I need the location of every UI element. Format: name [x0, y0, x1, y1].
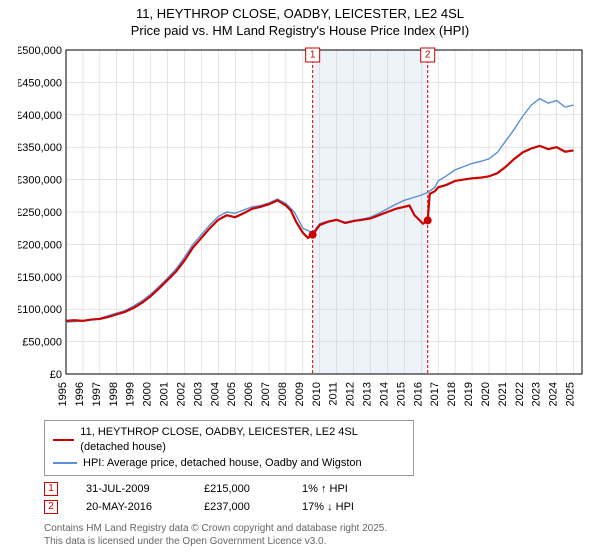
svg-text:2: 2 — [425, 49, 431, 60]
svg-text:2018: 2018 — [446, 382, 458, 406]
svg-text:1996: 1996 — [74, 382, 86, 406]
svg-text:1: 1 — [310, 49, 316, 60]
svg-text:2011: 2011 — [328, 382, 340, 406]
svg-text:£150,000: £150,000 — [18, 272, 62, 284]
svg-text:2012: 2012 — [345, 382, 357, 406]
svg-text:2016: 2016 — [412, 382, 424, 406]
footer: Contains HM Land Registry data © Crown c… — [44, 522, 592, 548]
svg-text:2023: 2023 — [531, 382, 543, 406]
svg-text:£200,000: £200,000 — [18, 239, 62, 251]
plot-area: £0 £50,000 £100,000 £150,000 £200,000 £250,00… — [18, 44, 590, 414]
svg-text:2002: 2002 — [175, 382, 187, 406]
svg-text:2005: 2005 — [226, 382, 238, 406]
svg-text:2025: 2025 — [565, 382, 577, 406]
svg-text:1999: 1999 — [125, 382, 137, 406]
svg-text:2024: 2024 — [548, 382, 560, 406]
svg-text:2000: 2000 — [142, 382, 154, 406]
footer-line: Contains HM Land Registry data © Crown c… — [44, 522, 592, 535]
annotation-marker: 1 — [44, 482, 58, 496]
chart-title: 11, HEYTHROP CLOSE, OADBY, LEICESTER, LE… — [8, 6, 592, 23]
footer-line: This data is licensed under the Open Gov… — [44, 535, 592, 548]
svg-text:£100,000: £100,000 — [18, 304, 62, 316]
svg-text:1997: 1997 — [91, 382, 103, 406]
annotation-date: 31-JUL-2009 — [86, 483, 176, 495]
svg-text:2017: 2017 — [429, 382, 441, 406]
svg-text:£0: £0 — [50, 369, 62, 381]
svg-text:2003: 2003 — [192, 382, 204, 406]
annotation-row: 2 20-MAY-2016 £237,000 17% ↓ HPI — [44, 498, 592, 516]
svg-text:2013: 2013 — [362, 382, 374, 406]
svg-text:£300,000: £300,000 — [18, 174, 62, 186]
annotation-delta: 17% ↓ HPI — [302, 501, 354, 513]
annotation-price: £237,000 — [204, 501, 274, 513]
legend-swatch — [53, 439, 74, 441]
svg-text:2004: 2004 — [209, 382, 221, 406]
svg-text:2022: 2022 — [514, 382, 526, 406]
legend-label: 11, HEYTHROP CLOSE, OADBY, LEICESTER, LE… — [80, 425, 405, 456]
legend: 11, HEYTHROP CLOSE, OADBY, LEICESTER, LE… — [44, 420, 414, 476]
svg-text:£500,000: £500,000 — [18, 45, 62, 57]
svg-text:2014: 2014 — [378, 382, 390, 406]
svg-text:2009: 2009 — [294, 382, 306, 406]
legend-label: HPI: Average price, detached house, Oadb… — [83, 456, 362, 471]
svg-text:1995: 1995 — [57, 382, 69, 406]
svg-text:2006: 2006 — [243, 382, 255, 406]
annotation-table: 1 31-JUL-2009 £215,000 1% ↑ HPI 2 20-MAY… — [44, 480, 592, 516]
svg-text:2008: 2008 — [277, 382, 289, 406]
svg-text:1998: 1998 — [108, 382, 120, 406]
chart-subtitle: Price paid vs. HM Land Registry's House … — [8, 23, 592, 40]
svg-text:2015: 2015 — [395, 382, 407, 406]
line-chart: £0 £50,000 £100,000 £150,000 £200,000 £250,00… — [18, 44, 590, 414]
chart-container: 11, HEYTHROP CLOSE, OADBY, LEICESTER, LE… — [0, 0, 600, 560]
legend-item: 11, HEYTHROP CLOSE, OADBY, LEICESTER, LE… — [53, 425, 405, 456]
annotation-row: 1 31-JUL-2009 £215,000 1% ↑ HPI — [44, 480, 592, 498]
annotation-date: 20-MAY-2016 — [86, 501, 176, 513]
svg-text:£50,000: £50,000 — [22, 336, 62, 348]
svg-text:2021: 2021 — [497, 382, 509, 406]
svg-text:£250,000: £250,000 — [18, 207, 62, 219]
legend-swatch — [53, 462, 77, 464]
svg-text:2001: 2001 — [159, 382, 171, 406]
svg-text:2019: 2019 — [463, 382, 475, 406]
svg-text:£450,000: £450,000 — [18, 77, 62, 89]
svg-text:2020: 2020 — [480, 382, 492, 406]
annotation-delta: 1% ↑ HPI — [302, 483, 348, 495]
annotation-marker: 2 — [44, 500, 58, 514]
svg-text:£350,000: £350,000 — [18, 142, 62, 154]
legend-item: HPI: Average price, detached house, Oadb… — [53, 456, 405, 471]
annotation-price: £215,000 — [204, 483, 274, 495]
svg-text:2010: 2010 — [311, 382, 323, 406]
svg-text:2007: 2007 — [260, 382, 272, 406]
svg-text:£400,000: £400,000 — [18, 110, 62, 122]
